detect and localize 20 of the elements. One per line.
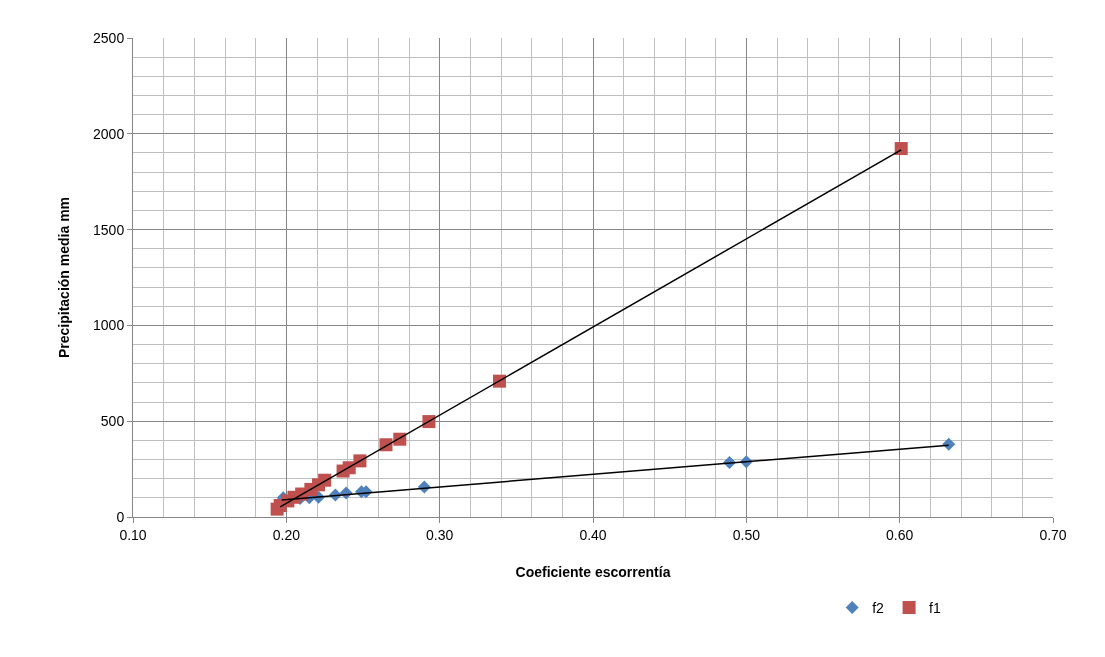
x-tick-label: 0.20 — [272, 526, 301, 543]
y-tick-label: 500 — [100, 413, 125, 430]
x-tick-label: 0.40 — [579, 526, 607, 543]
y-tick-label: 1500 — [93, 221, 125, 238]
x-axis-title: Coeficiente escorrentía — [515, 564, 671, 581]
point — [894, 142, 908, 156]
legend-label: f1 — [929, 600, 941, 617]
y-axis-title: Precipitación media mm — [55, 196, 72, 359]
point — [270, 502, 284, 516]
x-tick-label: 0.60 — [886, 526, 914, 543]
x-tick-label: 0.50 — [732, 526, 761, 543]
y-tick-label: 2500 — [93, 29, 125, 46]
y-tick-label: 1000 — [93, 317, 125, 334]
x-tick-label: 0.70 — [1039, 526, 1067, 543]
y-tick-label: 0 — [116, 508, 125, 525]
legend-label: f2 — [872, 600, 885, 617]
y-tick-label: 2000 — [93, 125, 125, 142]
point — [942, 437, 956, 451]
x-tick-label: 0.10 — [119, 526, 147, 543]
x-tick-label: 0.30 — [426, 526, 454, 543]
